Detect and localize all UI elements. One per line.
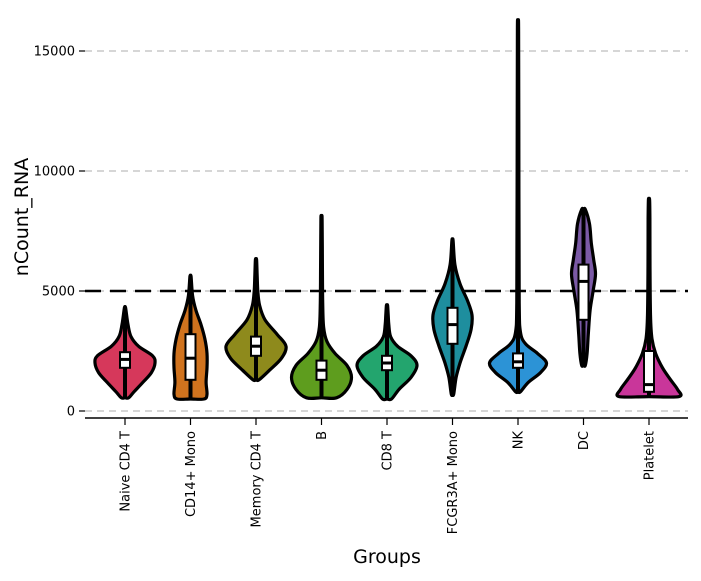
violin-cd8-t (355, 303, 419, 402)
violin-naive-cd4-t (93, 304, 157, 400)
violin-platelet (615, 196, 683, 399)
violin-box (577, 263, 590, 321)
x-tick-label: Platelet (643, 431, 658, 480)
x-tick-label: Memory CD4 T (250, 431, 265, 527)
y-axis-title: nCount_RNA (11, 158, 33, 276)
y-tick-label: 15000 (34, 45, 75, 60)
x-tick-label: CD8 T (381, 431, 396, 470)
x-axis-title: Groups (353, 546, 421, 568)
x-tick-label: DC (577, 431, 592, 450)
x-tick-label: B (315, 431, 330, 440)
x-tick-label: Naive CD4 T (119, 431, 134, 512)
x-tick-label: FCGR3A+ Mono (446, 431, 461, 534)
x-tick-label: NK (512, 431, 527, 450)
violin-dc (569, 206, 598, 368)
violin-memory-cd4-t (224, 256, 288, 383)
violins (93, 18, 683, 402)
violin-box (643, 350, 655, 393)
violin-nk (487, 18, 549, 395)
x-tick-label: CD14+ Mono (184, 431, 199, 517)
y-axis-ticks: 0 5000 10000 15000 (34, 45, 85, 420)
violin-fcgr3a-mono (431, 237, 474, 398)
y-tick-label: 0 (67, 405, 75, 420)
y-tick-label: 10000 (34, 165, 75, 180)
y-tick-label: 5000 (42, 285, 75, 300)
violin-cd14-mono (172, 273, 209, 401)
violin-b (289, 213, 354, 401)
x-axis-ticks: Naive CD4 T CD14+ Mono Memory CD4 T B CD8 T F… (119, 418, 658, 534)
